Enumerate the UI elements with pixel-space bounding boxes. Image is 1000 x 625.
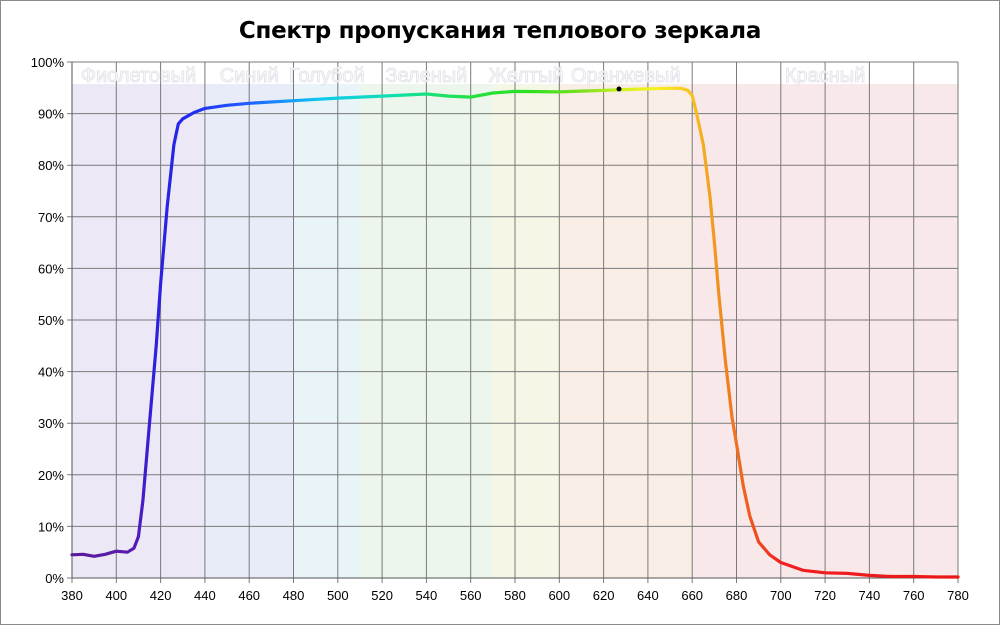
x-tick-label: 560 <box>460 588 482 603</box>
grid-lines <box>67 61 959 583</box>
y-tick-label: 30% <box>38 416 64 431</box>
x-tick-label: 520 <box>371 588 393 603</box>
x-tick-label: 720 <box>814 588 836 603</box>
color-band <box>293 84 360 578</box>
y-tick-label: 60% <box>38 261 64 276</box>
x-tick-label: 580 <box>504 588 526 603</box>
y-tick-label: 80% <box>38 158 64 173</box>
y-tick-label: 0% <box>45 571 64 586</box>
y-tick-label: 100% <box>31 55 65 70</box>
x-tick-label: 400 <box>105 588 127 603</box>
color-band <box>559 84 693 578</box>
color-band-label: Желтый <box>489 65 564 87</box>
x-tick-label: 480 <box>283 588 305 603</box>
x-tick-label: 540 <box>416 588 438 603</box>
color-band-label: Синий <box>220 65 279 87</box>
y-tick-label: 50% <box>38 313 64 328</box>
color-band-label: Фиолетовый <box>81 65 196 87</box>
x-tick-label: 600 <box>548 588 570 603</box>
color-band-label: Зеленый <box>385 65 467 87</box>
color-band <box>72 84 205 578</box>
marker-dot <box>616 86 622 92</box>
color-band-label: Голубой <box>289 65 365 87</box>
y-tick-label: 70% <box>38 210 64 225</box>
x-tick-label: 780 <box>947 588 969 603</box>
x-tick-label: 760 <box>903 588 925 603</box>
x-tick-label: 620 <box>593 588 615 603</box>
color-band-label: Оранжевый <box>571 65 681 87</box>
x-tick-label: 420 <box>150 588 172 603</box>
x-tick-label: 500 <box>327 588 349 603</box>
x-tick-label: 640 <box>637 588 659 603</box>
y-axis-ticks: 0% 10% 20% 30% 40% 50% 60% 70% 80% 90% 100% <box>31 55 65 586</box>
transmission-curve <box>70 86 960 579</box>
y-tick-label: 90% <box>38 107 64 122</box>
x-tick-label: 660 <box>681 588 703 603</box>
x-tick-label: 740 <box>859 588 881 603</box>
x-tick-label: 700 <box>770 588 792 603</box>
x-tick-label: 460 <box>238 588 260 603</box>
x-tick-label: 680 <box>726 588 748 603</box>
color-band <box>492 84 560 578</box>
x-tick-label: 380 <box>61 588 83 603</box>
x-axis-ticks: 380 400 420 440 460 480 500 520 540 560 580 600 620 6… <box>61 588 969 603</box>
color-band-labels: Фиолетовый Синий Голубой Зеленый Желтый Оранж… <box>80 65 866 88</box>
y-tick-label: 40% <box>38 365 64 380</box>
y-tick-label: 20% <box>38 468 64 483</box>
y-tick-label: 10% <box>38 519 64 534</box>
x-tick-label: 440 <box>194 588 216 603</box>
color-band-label: Красный <box>785 65 866 87</box>
chart-title: Спектр пропускания теплового зеркала <box>238 18 762 44</box>
